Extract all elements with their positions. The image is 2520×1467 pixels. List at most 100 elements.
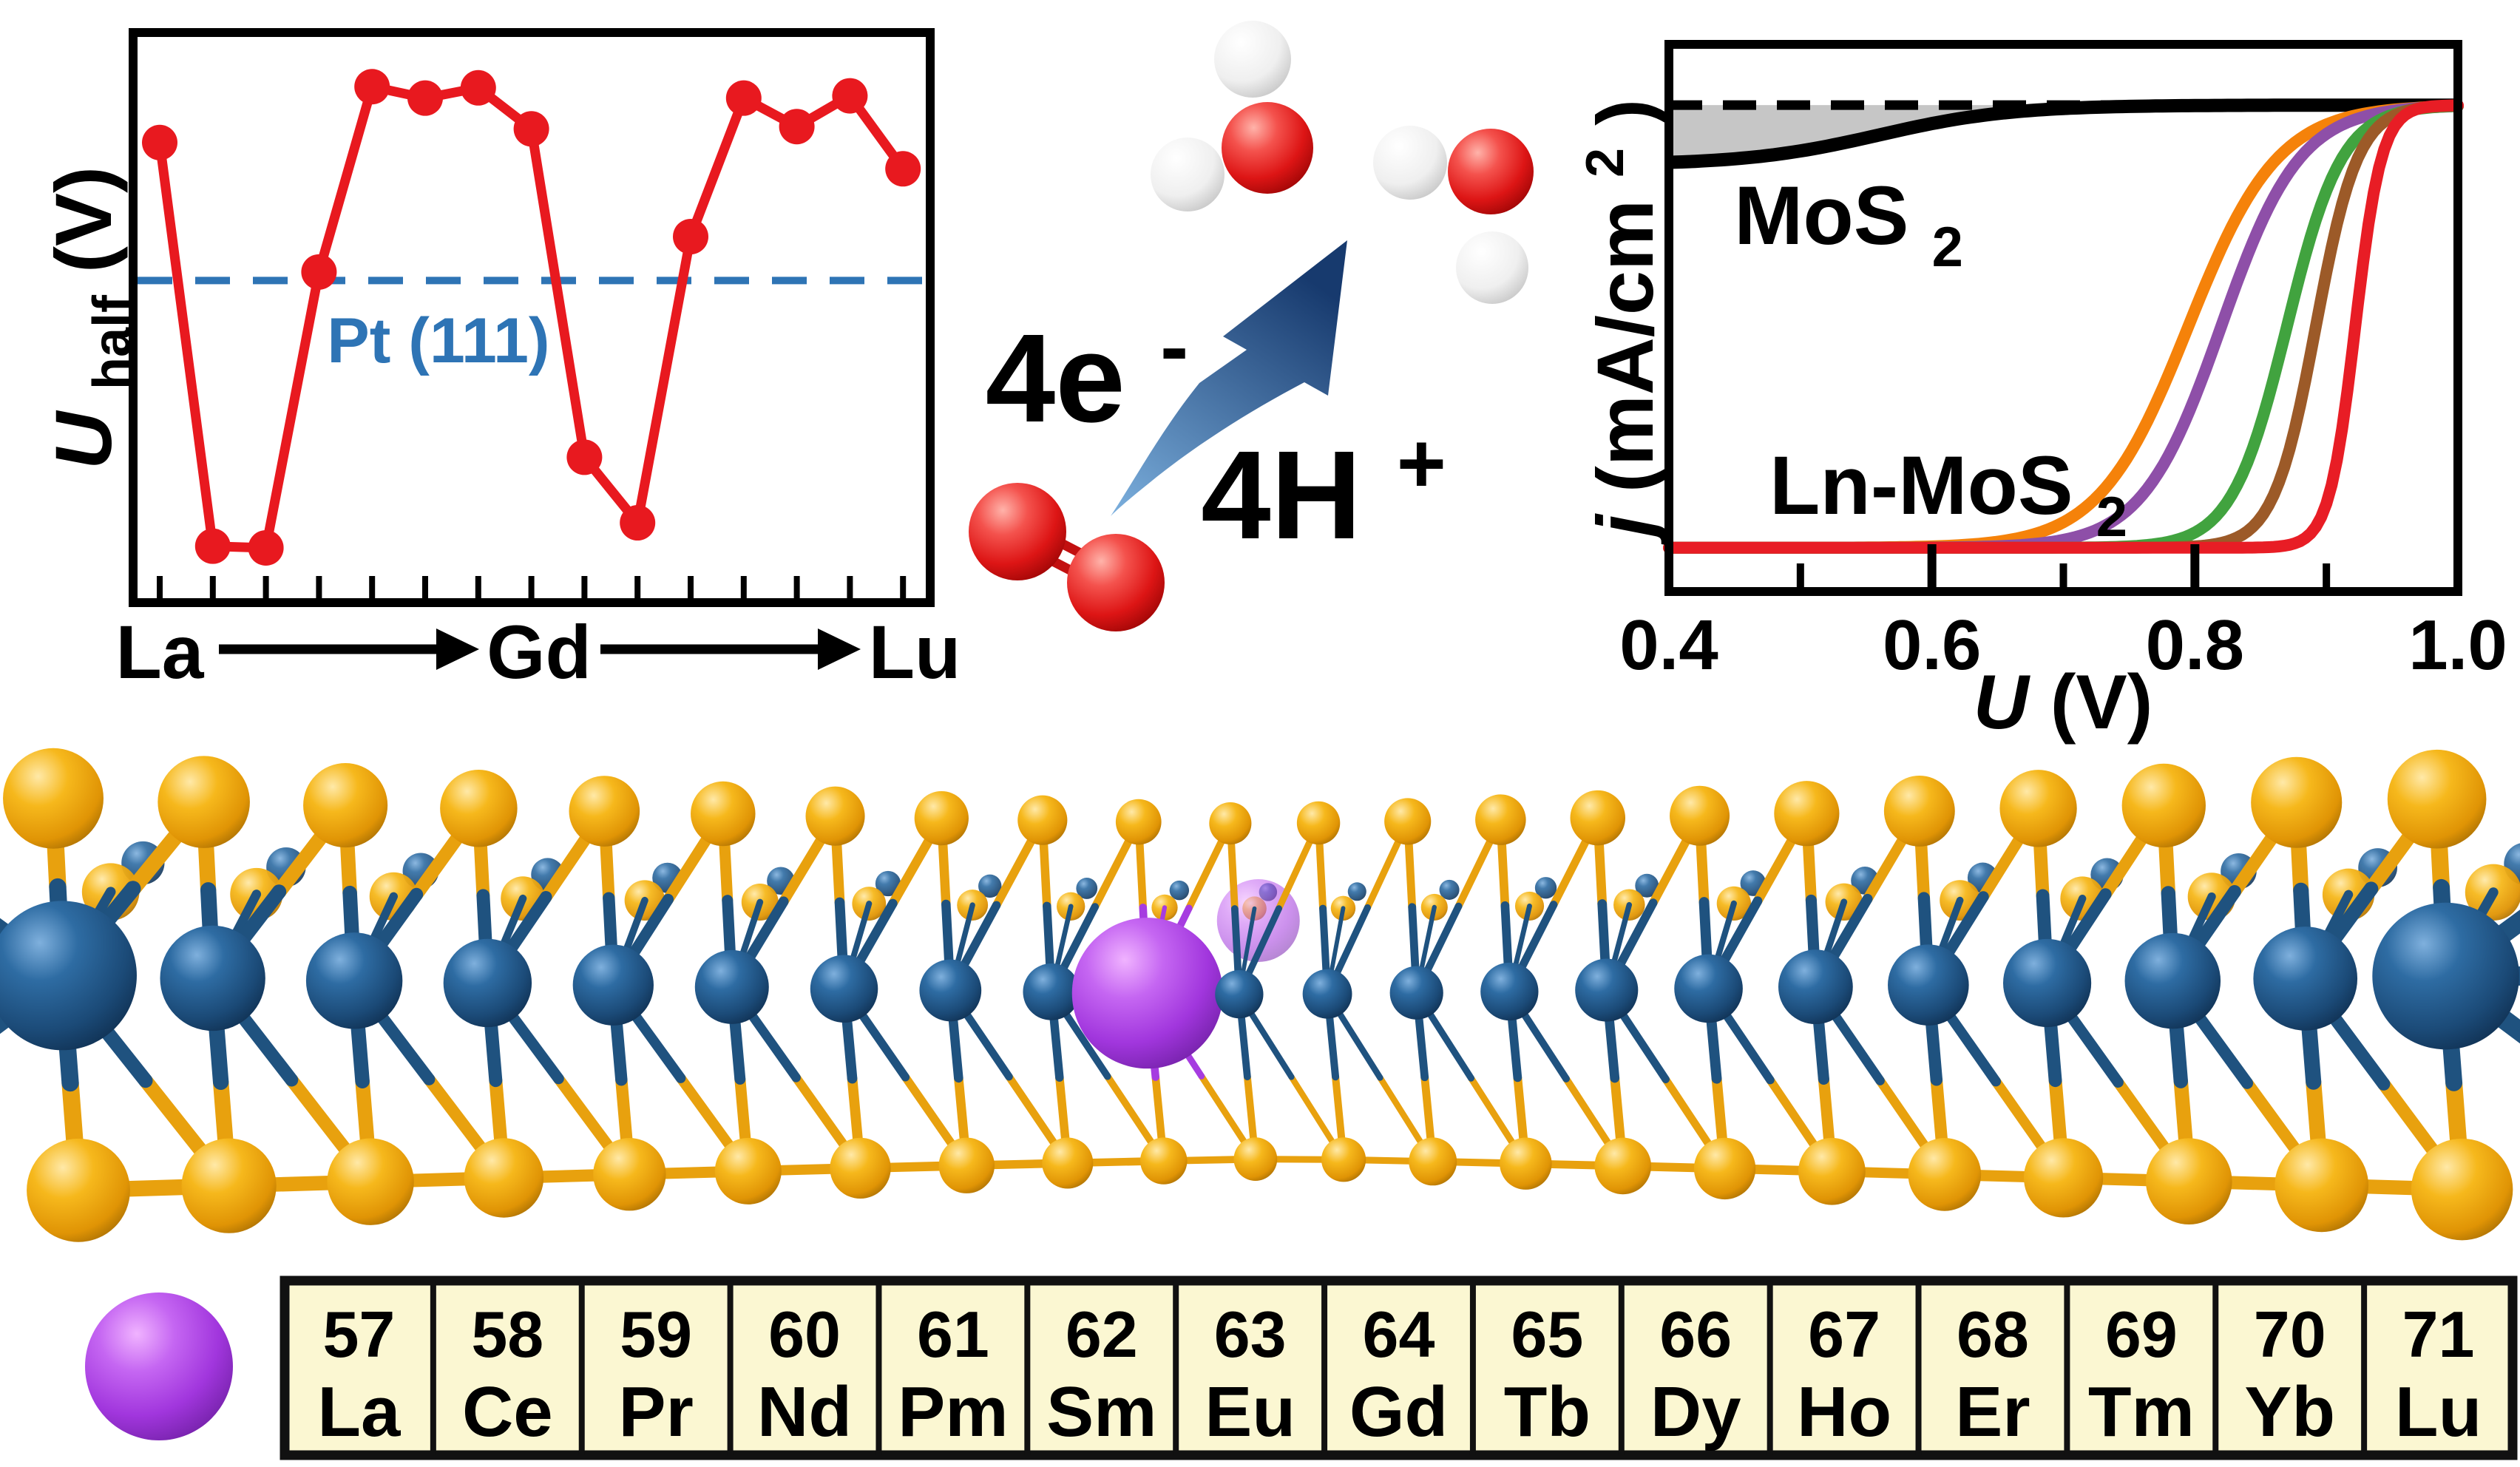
- s-atom: [1017, 795, 1068, 845]
- hydrogen-atom: [1151, 138, 1225, 211]
- cell-number: 62: [1066, 1298, 1138, 1371]
- cell-number: 60: [768, 1298, 841, 1371]
- y-label-symbol: U: [38, 410, 128, 470]
- dopant-legend-sphere: [85, 1292, 233, 1440]
- ln-mos2-subscript: 2: [2096, 486, 2127, 549]
- s-atom: [1042, 1137, 1094, 1189]
- protons-label: 4H +: [1201, 416, 1446, 566]
- oxygen-atom: [1448, 129, 1534, 214]
- mos2-curve-label: MoS 2: [1734, 169, 1963, 279]
- oxygen-atom: [969, 483, 1066, 580]
- s-atom: [714, 1137, 782, 1205]
- mo-atom-back: [1439, 879, 1460, 900]
- water-molecule: [1373, 126, 1534, 304]
- cell-symbol: Sm: [1046, 1372, 1156, 1451]
- curve-ln-mos2-5: [1663, 99, 2464, 554]
- lanthanide-table: 57La58Ce59Pr60Nd61Pm62Sm63Eu64Gd65Tb66Dy…: [85, 1275, 2518, 1460]
- curve-mos2: [1668, 98, 2458, 169]
- orr-reaction-scheme: 4e - 4H +: [969, 21, 1534, 631]
- mo-atom: [1215, 969, 1264, 1019]
- s-atom: [1999, 770, 2077, 847]
- lattice-top-sulfur-row: [3, 748, 2487, 849]
- cell-number: 61: [917, 1298, 989, 1371]
- data-point-Ho: [673, 219, 708, 255]
- table-outer-border: [280, 1275, 2518, 1460]
- cell-symbol: Pr: [618, 1372, 693, 1451]
- mo-atom: [1888, 944, 1969, 1026]
- cell-symbol: Lu: [2395, 1372, 2482, 1451]
- s-atom: [1409, 1137, 1457, 1186]
- sequence-arrowhead-icon: [436, 629, 479, 670]
- electrons-text: 4e: [986, 308, 1125, 449]
- mo-atom-back: [1534, 877, 1557, 899]
- mo-atom-back: [875, 870, 901, 897]
- j-unit: (mA/cm: [1580, 200, 1670, 492]
- uhalf-chart: Pt (111) U half (V) La Gd Lu: [38, 28, 961, 694]
- mo-atom-back: [1076, 878, 1098, 899]
- s-atom: [327, 1138, 414, 1225]
- mo-atom: [810, 955, 878, 1023]
- s-atom: [1908, 1138, 1982, 1211]
- s-atom: [158, 756, 250, 848]
- mo-atom: [1302, 969, 1352, 1019]
- x-tick-label: 0.8: [2146, 606, 2244, 685]
- s-atom: [1115, 799, 1162, 845]
- mo-atom: [1480, 962, 1539, 1021]
- mo-atom-back: [1635, 873, 1659, 898]
- cell-number: 71: [2402, 1298, 2475, 1371]
- data-point-La: [142, 124, 177, 160]
- reaction-arrow-icon: [1111, 240, 1347, 516]
- s-atom: [1475, 794, 1526, 845]
- data-point-Pr: [248, 529, 284, 566]
- mo-atom: [2124, 932, 2221, 1029]
- mos2-text: MoS: [1734, 169, 1908, 262]
- data-point-Sm: [407, 80, 443, 116]
- lanthanide-sequence-axis: La Gd Lu: [115, 610, 961, 694]
- s-atom: [1570, 790, 1625, 846]
- cell-number: 70: [2254, 1298, 2326, 1371]
- cell-number: 57: [322, 1298, 395, 1371]
- data-point-Yb: [832, 78, 868, 114]
- s-atom: [2411, 1138, 2513, 1241]
- mo-atom: [1575, 958, 1639, 1022]
- mo-atom: [2002, 938, 2092, 1028]
- cell-symbol: Ce: [462, 1372, 553, 1451]
- data-point-Pm: [354, 69, 390, 105]
- cell-number: 69: [2105, 1298, 2178, 1371]
- s-atom: [691, 781, 756, 847]
- s-atom: [1384, 798, 1432, 845]
- mo-atom: [0, 901, 137, 1051]
- pt111-reference-label: Pt (111): [327, 305, 549, 376]
- data-point-Eu: [460, 70, 496, 106]
- s-atom: [1500, 1137, 1552, 1190]
- s-atom: [1233, 1137, 1278, 1181]
- s-atom: [1798, 1137, 1866, 1205]
- u-unit: (V): [2050, 660, 2153, 745]
- j-unit-close: ): [1580, 99, 1670, 126]
- s-atom: [440, 769, 518, 847]
- oxygen-atom: [1067, 534, 1165, 631]
- cell-number: 65: [1511, 1298, 1583, 1371]
- mo-atom: [305, 932, 403, 1029]
- cell-symbol: Gd: [1349, 1372, 1448, 1451]
- s-atom: [3, 748, 104, 849]
- cell-number: 68: [1957, 1298, 2029, 1371]
- data-point-Er: [725, 80, 762, 116]
- x-tick-label: 0.6: [1883, 606, 1981, 685]
- cell-symbol: Er: [1955, 1372, 2030, 1451]
- u-symbol: U: [1974, 660, 2031, 745]
- cell-symbol: Tb: [1504, 1372, 1591, 1451]
- data-point-Nd: [301, 254, 337, 290]
- hydrogen-atom: [1456, 231, 1528, 304]
- mo-atom: [1389, 966, 1443, 1020]
